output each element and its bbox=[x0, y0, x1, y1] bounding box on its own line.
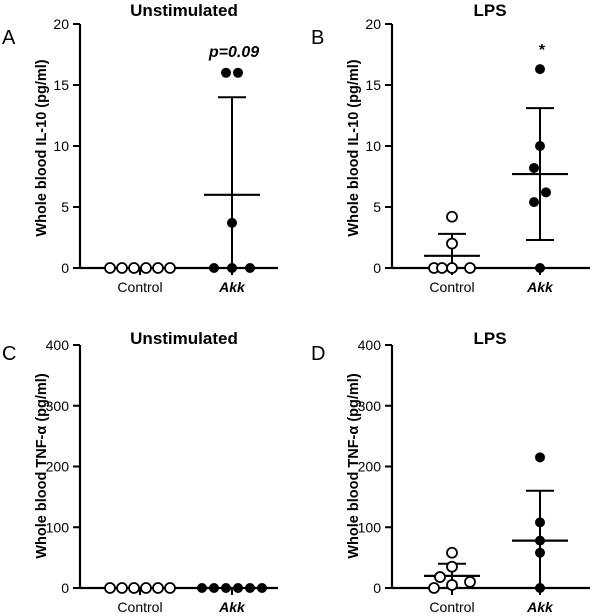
panel-a: A Unstimulated Whole blood IL-10 (pg/ml)… bbox=[2, 1, 278, 295]
panel-c-akk-point bbox=[233, 583, 243, 593]
panel-d-marks: 0 100 200 300 400 Control Akk bbox=[358, 337, 590, 615]
panel-b-control-point bbox=[446, 262, 458, 274]
panel-a-akk-point bbox=[221, 67, 231, 78]
panel-a-y-tick-label: 5 bbox=[61, 199, 69, 215]
panel-letter-c: C bbox=[2, 343, 16, 365]
panel-d-control-point bbox=[446, 546, 458, 559]
panel-b-y-tick-label: 0 bbox=[373, 260, 381, 276]
panel-a-title: Unstimulated bbox=[130, 1, 238, 20]
panel-c-akk-point bbox=[245, 583, 255, 593]
panel-c-control-point bbox=[104, 582, 116, 594]
panel-c-y-axis-label: Whole blood TNF-α (pg/ml) bbox=[34, 373, 50, 558]
panel-a-x-tick-label-akk: Akk bbox=[218, 279, 246, 295]
panel-a-y-tick-label: 0 bbox=[61, 260, 69, 276]
panel-d-control-point bbox=[464, 576, 476, 588]
panel-b-akk-point bbox=[535, 64, 545, 75]
panel-letter-a: A bbox=[2, 27, 16, 49]
panel-letter-d: D bbox=[311, 343, 325, 365]
panel-d-y-tick-label: 200 bbox=[358, 459, 382, 475]
panel-b-title: LPS bbox=[473, 1, 506, 20]
panel-a-control-point bbox=[128, 262, 140, 274]
panel-a-akk-point bbox=[209, 263, 219, 273]
panel-b-x-tick-label-akk: Akk bbox=[526, 279, 554, 295]
panel-c-akk-point bbox=[209, 583, 219, 593]
panel-c-akk-point bbox=[197, 583, 207, 593]
panel-a-marks: 0 5 10 15 20 Control Akk p=0.09 bbox=[53, 16, 278, 295]
panel-c-y-tick-label: 300 bbox=[46, 398, 70, 414]
panel-c-title: Unstimulated bbox=[130, 329, 238, 348]
panel-c-y-tick-label: 100 bbox=[46, 519, 70, 535]
panel-b-y-tick-label: 15 bbox=[365, 77, 381, 93]
panel-c-x-tick-label-akk: Akk bbox=[218, 599, 246, 615]
panel-b-y-axis-label: Whole blood IL-10 (pg/ml) bbox=[346, 59, 362, 236]
panel-a-akk-point bbox=[233, 67, 243, 78]
panel-c-control-point bbox=[128, 582, 140, 594]
panel-c-marks: 0 100 200 300 400 Control Akk bbox=[46, 337, 278, 615]
panel-d-title: LPS bbox=[473, 329, 506, 348]
panel-b-y-tick-label: 5 bbox=[373, 199, 381, 215]
panel-d-akk-point bbox=[535, 535, 545, 546]
panel-c-akk-point bbox=[257, 583, 267, 593]
panel-b-control-point bbox=[446, 210, 458, 223]
panel-a-control-point bbox=[116, 262, 128, 274]
panel-d-akk-point bbox=[535, 583, 545, 593]
panel-d-y-tick-label: 400 bbox=[358, 337, 382, 353]
panel-c-y-tick-label: 200 bbox=[46, 459, 70, 475]
panel-letter-b: B bbox=[311, 27, 324, 49]
panel-a-y-tick-label: 10 bbox=[53, 138, 69, 154]
panel-b-marks: 0 5 10 15 20 Control Akk * bbox=[365, 16, 590, 295]
panel-b-control-point bbox=[464, 262, 476, 274]
panel-d-y-tick-label: 0 bbox=[373, 580, 381, 596]
panel-a-akk-point bbox=[227, 263, 237, 273]
panel-d-y-axis-label: Whole blood TNF-α (pg/ml) bbox=[346, 373, 362, 558]
panel-b-control-point bbox=[446, 237, 458, 250]
panel-c-y-tick-label: 400 bbox=[46, 337, 70, 353]
panel-a-y-tick-label: 20 bbox=[53, 16, 69, 32]
panel-d-control-point bbox=[434, 571, 446, 583]
panel-b-control-point bbox=[436, 262, 448, 274]
panel-a-akk-point bbox=[245, 263, 255, 273]
panel-b-annotation: * bbox=[539, 42, 546, 59]
panel-b-akk-point bbox=[529, 197, 539, 208]
panel-c-x-tick-label-control: Control bbox=[117, 599, 162, 615]
panel-b-x-tick-label-control: Control bbox=[429, 279, 474, 295]
panel-c-akk-point bbox=[221, 583, 231, 593]
panel-a-control-point bbox=[164, 262, 176, 274]
panel-b-akk-point bbox=[535, 263, 545, 273]
panel-d-control-point bbox=[428, 582, 440, 594]
panel-c-y-tick-label: 0 bbox=[61, 580, 69, 596]
panel-d-control-point bbox=[446, 579, 458, 591]
panel-a-y-axis-label: Whole blood IL-10 (pg/ml) bbox=[34, 59, 50, 236]
panel-d-y-tick-label: 100 bbox=[358, 519, 382, 535]
panel-c-control-point bbox=[164, 582, 176, 594]
panel-b-y-tick-label: 10 bbox=[365, 138, 381, 154]
panel-d-control-point bbox=[446, 560, 458, 573]
panel-a-y-tick-label: 15 bbox=[53, 77, 69, 93]
panel-d-akk-point bbox=[535, 452, 545, 463]
panel-a-x-tick-label-control: Control bbox=[117, 279, 162, 295]
panel-c-control-point bbox=[152, 582, 164, 594]
panel-a-control-point bbox=[140, 262, 152, 274]
panel-c-control-point bbox=[116, 582, 128, 594]
panel-b-akk-point bbox=[529, 162, 539, 173]
panel-a-control-point bbox=[104, 262, 116, 274]
panel-a-control-point bbox=[152, 262, 164, 274]
panel-c-control-point bbox=[140, 582, 152, 594]
panel-a-annotation: p=0.09 bbox=[208, 44, 259, 61]
panel-d-x-tick-label-control: Control bbox=[429, 599, 474, 615]
panel-b-akk-point bbox=[535, 141, 545, 151]
panel-d-akk-point bbox=[535, 547, 545, 558]
panel-d-akk-point bbox=[535, 517, 545, 528]
panel-d-x-tick-label-akk: Akk bbox=[526, 599, 554, 615]
panel-c: C Unstimulated Whole blood TNF-α (pg/ml)… bbox=[2, 329, 278, 615]
panel-b: B LPS Whole blood IL-10 (pg/ml) 0 5 10 15 20… bbox=[311, 1, 590, 295]
panel-b-akk-point bbox=[541, 187, 551, 198]
panel-d: D LPS Whole blood TNF-α (pg/ml) 0 100 200 3… bbox=[311, 329, 590, 615]
panel-a-akk-point bbox=[227, 217, 237, 228]
panel-b-y-tick-label: 20 bbox=[365, 16, 381, 32]
panel-d-y-tick-label: 300 bbox=[358, 398, 382, 414]
